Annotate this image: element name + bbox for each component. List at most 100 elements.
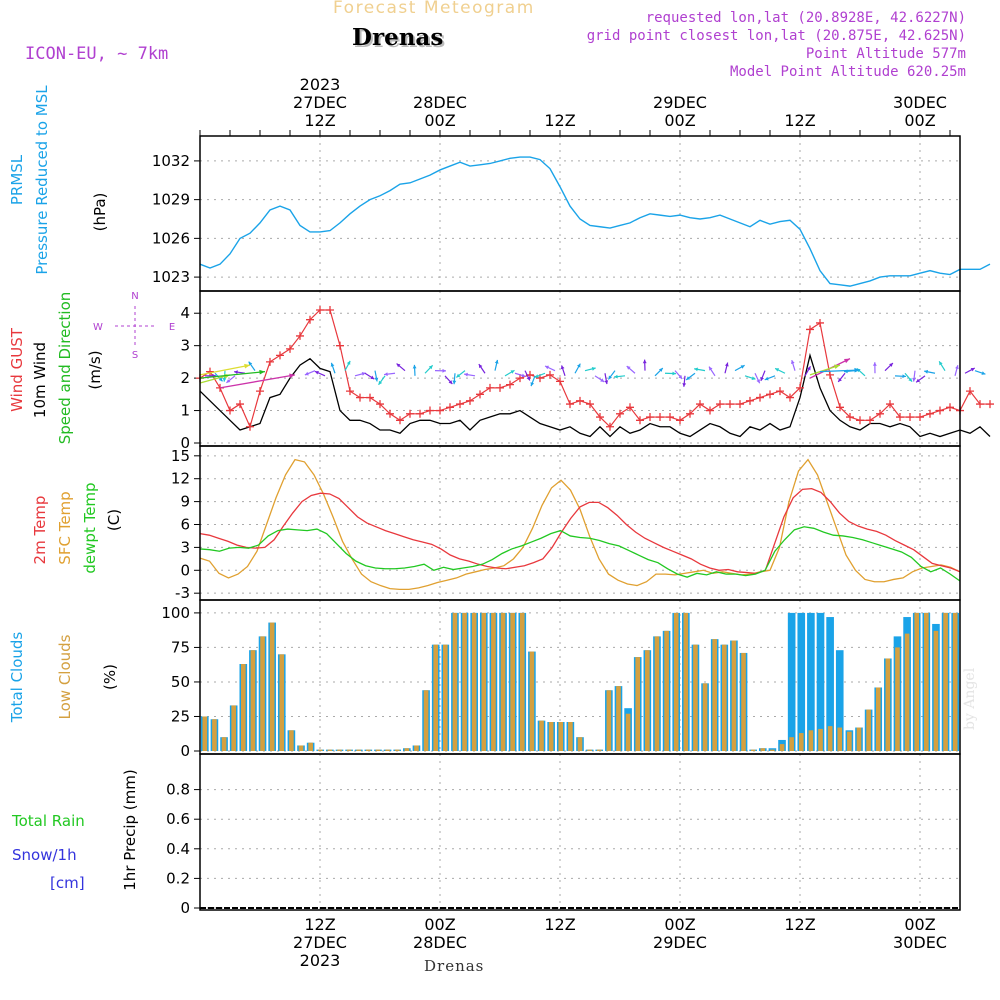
gust-point bbox=[946, 403, 954, 412]
low-cloud-bar bbox=[856, 727, 862, 751]
compass-e: E bbox=[169, 322, 175, 333]
gust-point bbox=[726, 400, 734, 409]
wind-direction-arrowhead bbox=[924, 369, 929, 374]
ylabel-prmsl-full: Pressure Reduced to MSL bbox=[33, 85, 51, 275]
low-cloud-bar bbox=[221, 737, 227, 751]
gust-point bbox=[506, 380, 514, 389]
gust-point bbox=[336, 341, 344, 350]
low-cloud-bar bbox=[596, 749, 602, 751]
wind-direction-arrowhead bbox=[222, 377, 227, 382]
low-cloud-bar bbox=[779, 744, 785, 751]
low-cloud-bar bbox=[731, 640, 737, 751]
gust-point bbox=[476, 390, 484, 399]
x-tick-label: 00Z bbox=[904, 915, 935, 934]
gust-point bbox=[386, 409, 394, 418]
wind-direction-arrowhead bbox=[521, 373, 526, 378]
ylabel-total-clouds: Total Clouds bbox=[8, 632, 26, 724]
wind-direction-arrowhead bbox=[686, 376, 691, 380]
gust-point bbox=[366, 393, 374, 402]
x-tick-label: 00Z bbox=[664, 915, 695, 934]
low-cloud-bar bbox=[529, 651, 535, 751]
wind-direction-arrowhead bbox=[608, 375, 613, 380]
wind-direction-arrowhead bbox=[510, 370, 515, 374]
x-tick-label: 00Z bbox=[424, 111, 455, 130]
low-cloud-bar bbox=[683, 612, 689, 751]
low-cloud-bar bbox=[712, 639, 717, 751]
gust-point bbox=[456, 400, 464, 409]
wind-direction-arrowhead bbox=[384, 372, 388, 377]
low-cloud-bar bbox=[760, 748, 766, 751]
x-tick-label: 12Z bbox=[304, 111, 335, 130]
compass-cross bbox=[115, 306, 155, 346]
series-line-wind bbox=[199, 352, 991, 438]
wind-direction-arrowhead bbox=[740, 365, 745, 369]
wind-direction-arrowhead bbox=[452, 380, 457, 385]
gust-point bbox=[796, 383, 804, 392]
gust-point bbox=[676, 416, 684, 425]
low-cloud-bar bbox=[202, 716, 208, 751]
x-tick-label: 28DEC bbox=[413, 93, 467, 112]
y-tick-label: 0.8 bbox=[166, 781, 190, 799]
low-cloud-bar bbox=[885, 658, 891, 751]
ylabel-dewpt: dewpt Temp bbox=[81, 482, 99, 573]
wind-direction-arrowhead bbox=[378, 380, 383, 385]
wind-direction-arrowhead bbox=[807, 366, 811, 371]
x-tick-label: 00Z bbox=[904, 111, 935, 130]
wind-direction-arrowhead bbox=[234, 370, 238, 375]
total-cloud-bar bbox=[787, 612, 796, 751]
low-cloud-bar bbox=[327, 749, 333, 751]
low-cloud-bar bbox=[943, 612, 948, 751]
point-altitude: Point Altitude 577m bbox=[805, 46, 966, 62]
gust-point bbox=[866, 416, 874, 425]
wind-direction-arrowhead bbox=[374, 377, 379, 382]
wind-direction-arrowhead bbox=[908, 377, 913, 382]
wind-direction-arrowhead bbox=[760, 376, 764, 381]
wind-direction-arrowhead bbox=[412, 364, 417, 369]
low-cloud-bar bbox=[269, 622, 275, 751]
ylabel-t2m: 2m Temp bbox=[31, 496, 49, 565]
wind-direction-arrowhead bbox=[530, 382, 535, 387]
ylabel-unit-mm: 1hr Precip (mm) bbox=[121, 769, 139, 890]
gust-point bbox=[696, 400, 704, 409]
gust-point bbox=[666, 413, 674, 422]
wind-direction-arrowhead bbox=[534, 374, 539, 378]
ylabel-total-rain: Total Rain bbox=[11, 812, 85, 830]
gust-point bbox=[326, 305, 334, 314]
y-tick-label: 100 bbox=[161, 604, 190, 622]
wind-direction-arrowhead bbox=[370, 375, 375, 380]
y-tick-label: 3 bbox=[180, 538, 190, 556]
ylabel-prmsl: PRMSL bbox=[8, 154, 26, 205]
gust-point bbox=[556, 377, 564, 386]
low-cloud-bar bbox=[933, 630, 939, 751]
gust-point bbox=[206, 367, 214, 376]
low-cloud-bar bbox=[346, 749, 352, 751]
low-cloud-bar bbox=[789, 737, 794, 751]
gust-point bbox=[906, 413, 914, 422]
gust-point bbox=[246, 422, 254, 431]
gust-point bbox=[856, 416, 864, 425]
x-tick-label: 27DEC bbox=[293, 93, 347, 112]
gust-point bbox=[566, 400, 574, 409]
x-tick-label: 27DEC bbox=[293, 933, 347, 952]
y-tick-label: 0 bbox=[180, 899, 190, 917]
wind-direction-arrowhead bbox=[456, 373, 461, 378]
series-line-sfc-temp bbox=[199, 458, 961, 591]
y-tick-label: 1026 bbox=[152, 229, 190, 247]
panel-wind bbox=[194, 291, 960, 446]
wind-direction-arrowhead bbox=[902, 374, 906, 379]
y-tick-label: 2 bbox=[180, 369, 190, 387]
low-cloud-bar bbox=[433, 644, 439, 751]
wind-direction-arrowhead bbox=[626, 366, 631, 370]
low-cloud-bar bbox=[308, 742, 313, 751]
low-cloud-bar bbox=[510, 612, 515, 751]
x-tick-label: 28DEC bbox=[413, 933, 467, 952]
low-cloud-bar bbox=[385, 749, 390, 751]
low-cloud-bar bbox=[635, 657, 641, 751]
wind-direction-arrowhead bbox=[872, 362, 877, 366]
low-cloud-bar bbox=[895, 647, 900, 751]
wind-direction-arrowhead bbox=[678, 375, 683, 379]
gust-point bbox=[746, 396, 754, 405]
low-cloud-bar bbox=[577, 737, 583, 751]
panel-precip bbox=[194, 754, 960, 910]
gust-point bbox=[986, 400, 994, 409]
